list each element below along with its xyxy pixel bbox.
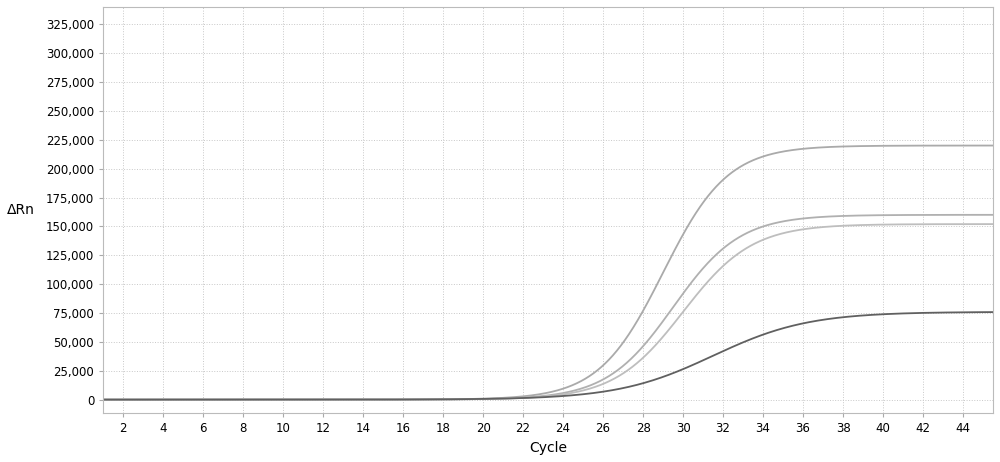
X-axis label: Cycle: Cycle xyxy=(529,441,567,455)
Y-axis label: ΔRn: ΔRn xyxy=(7,203,35,217)
